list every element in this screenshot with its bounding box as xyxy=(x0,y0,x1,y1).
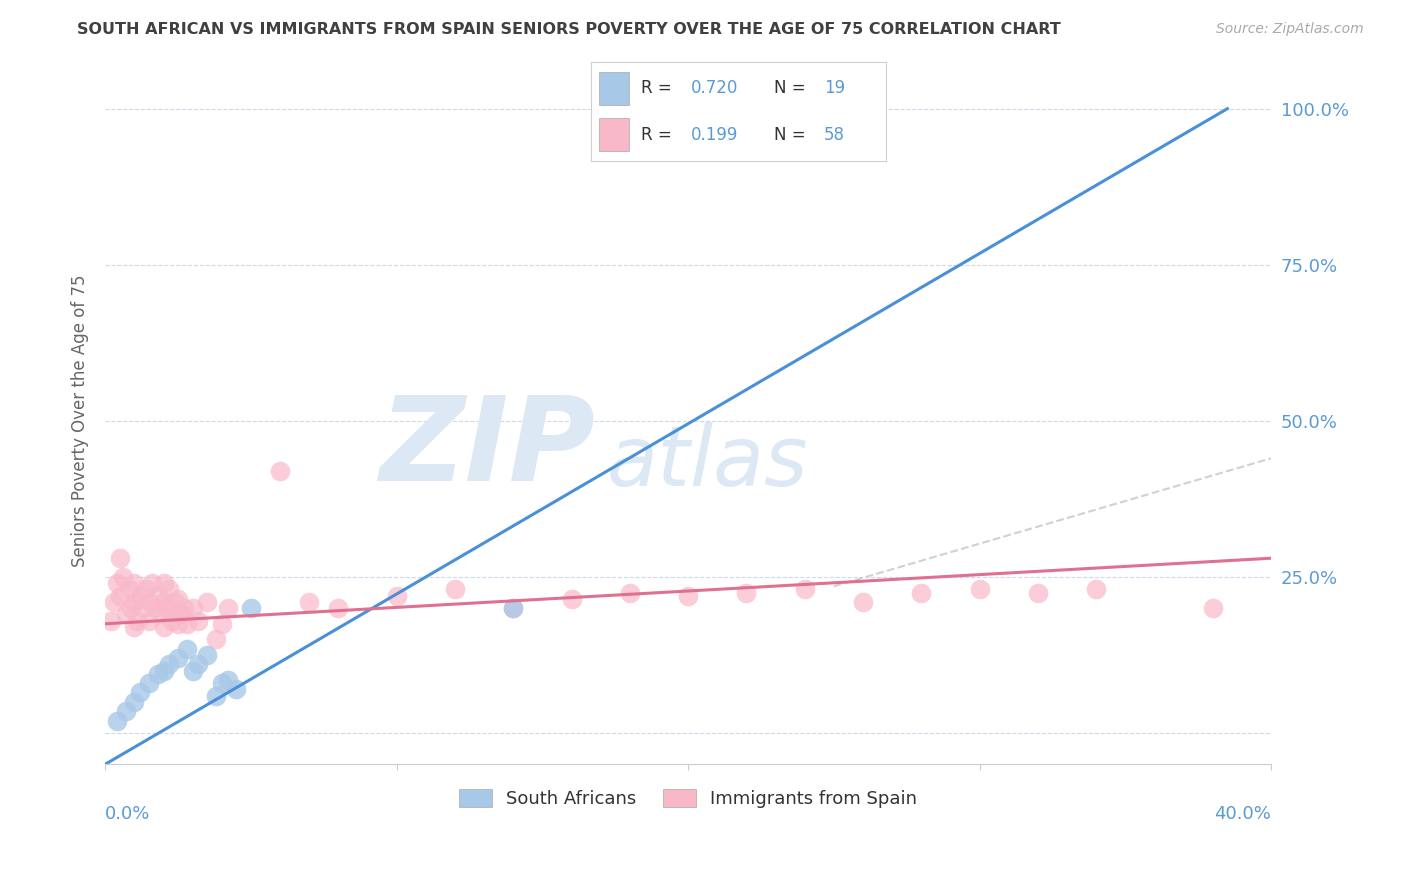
Point xyxy=(157,657,180,672)
Point xyxy=(793,582,815,597)
Point xyxy=(187,614,209,628)
Point xyxy=(132,601,155,615)
Point xyxy=(205,632,228,647)
Text: atlas: atlas xyxy=(606,422,808,502)
Point xyxy=(852,595,875,609)
Text: R =: R = xyxy=(641,79,676,97)
Text: R =: R = xyxy=(641,126,676,144)
Point xyxy=(138,614,160,628)
Point xyxy=(176,641,198,656)
Point xyxy=(149,607,172,622)
Point xyxy=(143,601,166,615)
Point xyxy=(217,601,239,615)
Point xyxy=(1085,582,1108,597)
Point xyxy=(205,689,228,703)
Point xyxy=(167,616,190,631)
Point xyxy=(162,614,184,628)
Point xyxy=(138,595,160,609)
Text: 0.0%: 0.0% xyxy=(105,805,150,823)
Point xyxy=(114,704,136,718)
Text: 0.720: 0.720 xyxy=(690,79,738,97)
Point xyxy=(676,589,699,603)
Bar xyxy=(599,72,628,104)
Point xyxy=(444,582,467,597)
Point xyxy=(105,576,128,591)
Point xyxy=(167,651,190,665)
Point xyxy=(619,585,641,599)
Point xyxy=(239,601,262,615)
Text: 58: 58 xyxy=(824,126,845,144)
Point xyxy=(502,601,524,615)
Point xyxy=(298,595,321,609)
Point xyxy=(969,582,991,597)
Point xyxy=(187,657,209,672)
Text: 40.0%: 40.0% xyxy=(1215,805,1271,823)
Point xyxy=(211,676,233,690)
Point xyxy=(195,648,218,662)
Point xyxy=(124,620,146,634)
Point xyxy=(120,601,142,615)
Point xyxy=(225,682,247,697)
Text: 19: 19 xyxy=(824,79,845,97)
Point xyxy=(502,601,524,615)
Point xyxy=(127,614,149,628)
Point xyxy=(910,585,932,599)
Text: N =: N = xyxy=(773,126,810,144)
Point xyxy=(103,595,125,609)
Point xyxy=(217,673,239,687)
Point xyxy=(170,607,193,622)
Point xyxy=(135,582,157,597)
Legend: South Africans, Immigrants from Spain: South Africans, Immigrants from Spain xyxy=(450,780,927,817)
Point xyxy=(173,601,195,615)
Point xyxy=(1202,601,1225,615)
Text: SOUTH AFRICAN VS IMMIGRANTS FROM SPAIN SENIORS POVERTY OVER THE AGE OF 75 CORREL: SOUTH AFRICAN VS IMMIGRANTS FROM SPAIN S… xyxy=(77,22,1062,37)
Point xyxy=(195,595,218,609)
Point xyxy=(141,576,163,591)
Point xyxy=(167,591,190,606)
Point xyxy=(114,607,136,622)
Point xyxy=(138,676,160,690)
Point xyxy=(152,595,174,609)
Point xyxy=(108,551,131,566)
Point xyxy=(176,616,198,631)
Point xyxy=(108,589,131,603)
Point xyxy=(152,664,174,678)
Point xyxy=(165,595,187,609)
Point xyxy=(181,601,204,615)
Point xyxy=(155,601,177,615)
Point xyxy=(111,570,134,584)
Point xyxy=(124,576,146,591)
Bar xyxy=(599,119,628,151)
Point xyxy=(211,616,233,631)
Point xyxy=(328,601,350,615)
Text: Source: ZipAtlas.com: Source: ZipAtlas.com xyxy=(1216,22,1364,37)
Point xyxy=(181,664,204,678)
Point xyxy=(157,582,180,597)
Point xyxy=(100,614,122,628)
Point xyxy=(152,576,174,591)
Text: ZIP: ZIP xyxy=(378,391,595,506)
Point xyxy=(735,585,758,599)
Y-axis label: Seniors Poverty Over the Age of 75: Seniors Poverty Over the Age of 75 xyxy=(72,275,89,567)
Point xyxy=(146,589,169,603)
Point xyxy=(105,714,128,728)
Point xyxy=(385,589,408,603)
Point xyxy=(124,595,146,609)
Point xyxy=(1026,585,1049,599)
Point xyxy=(129,589,152,603)
Text: 0.199: 0.199 xyxy=(690,126,738,144)
Point xyxy=(561,591,583,606)
Point xyxy=(269,464,291,478)
Point xyxy=(129,685,152,699)
Point xyxy=(152,620,174,634)
Point xyxy=(117,582,139,597)
Text: N =: N = xyxy=(773,79,810,97)
Point xyxy=(167,604,190,618)
Point xyxy=(146,666,169,681)
Point xyxy=(124,695,146,709)
